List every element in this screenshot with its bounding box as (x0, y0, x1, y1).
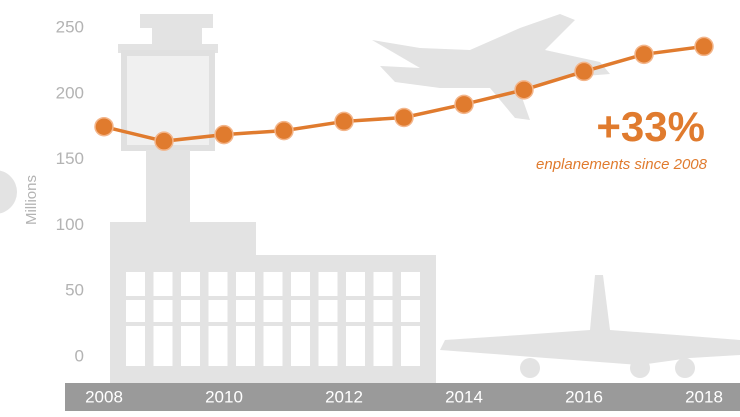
x-tick-label: 2010 (205, 387, 243, 406)
window (236, 272, 255, 296)
window (181, 272, 200, 296)
window (236, 300, 255, 322)
window (318, 272, 338, 296)
left-shape (0, 170, 17, 214)
window (346, 300, 365, 322)
y-tick-label: 0 (75, 346, 84, 365)
window (153, 272, 173, 296)
window (153, 326, 173, 366)
airplane (372, 14, 610, 120)
data-point (694, 36, 714, 57)
x-tick-label: 2008 (85, 387, 123, 406)
x-tick-label: 2012 (325, 387, 363, 406)
x-tick-label: 2014 (445, 387, 483, 406)
window (373, 272, 393, 296)
y-tick-label: 250 (56, 17, 84, 36)
y-axis-label: Millions (23, 175, 40, 225)
window (126, 326, 145, 366)
window (401, 300, 420, 322)
x-axis-band (65, 383, 740, 411)
airplane-engine (630, 358, 650, 378)
window (373, 300, 393, 322)
data-point (514, 80, 534, 100)
y-tick-label: 100 (56, 215, 84, 234)
airplane-engine (520, 358, 540, 378)
airplane (440, 275, 740, 365)
window (401, 272, 420, 296)
tower-top (140, 14, 213, 28)
window (291, 326, 310, 366)
window (181, 326, 200, 366)
x-tick-label: 2016 (565, 387, 603, 406)
window (373, 326, 393, 366)
window (208, 326, 228, 366)
window (126, 272, 145, 296)
window (208, 272, 228, 296)
window (263, 326, 283, 366)
data-point (154, 131, 174, 151)
data-point (214, 124, 234, 145)
annotation: +33% (596, 103, 705, 150)
window (291, 300, 310, 322)
window (263, 300, 283, 322)
window (153, 300, 173, 322)
annotation-subtitle: enplanements since 2008 (536, 156, 708, 173)
window (126, 300, 145, 322)
y-tick-label: 200 (56, 83, 84, 102)
x-tick-label: 2018 (685, 387, 723, 406)
window (346, 326, 365, 366)
window (236, 326, 255, 366)
data-point (94, 116, 114, 137)
data-point (394, 107, 414, 128)
window (181, 300, 200, 322)
window (208, 300, 228, 322)
window (291, 272, 310, 296)
windows (126, 272, 420, 366)
window (318, 326, 338, 366)
tower-top (152, 28, 202, 44)
data-point (574, 61, 594, 82)
y-tick-label: 150 (56, 149, 84, 168)
window (346, 272, 365, 296)
y-tick-label: 50 (65, 281, 84, 300)
window (263, 272, 283, 296)
window (401, 326, 420, 366)
window (318, 300, 338, 322)
data-point (334, 111, 354, 132)
data-point (274, 120, 294, 141)
data-point (454, 94, 474, 115)
tower-shaft (146, 150, 190, 225)
tower-cabin (118, 44, 218, 53)
airplane-engine (675, 358, 695, 378)
data-point (634, 44, 654, 65)
background-illustration (0, 14, 740, 384)
